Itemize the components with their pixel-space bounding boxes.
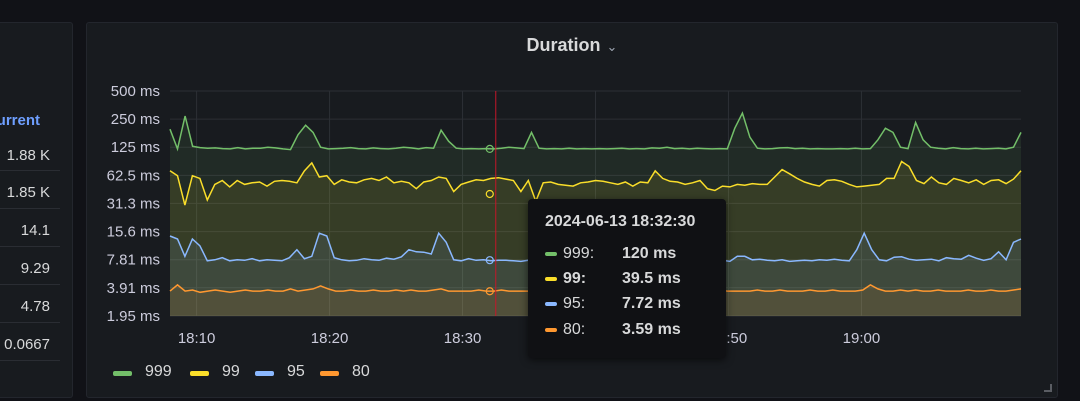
tooltip-series-name: 999:: [563, 245, 595, 262]
y-tick-label: 62.5 ms: [107, 167, 160, 184]
legend-color-swatch: [255, 371, 274, 376]
series-color-swatch: [545, 302, 557, 306]
series-line-999: [169, 111, 1022, 152]
tooltip-series-name: 95:: [563, 295, 586, 312]
series-color-swatch: [545, 328, 557, 332]
y-tick-label: 250 ms: [111, 111, 160, 128]
panel-title[interactable]: Duration ⌄: [87, 35, 1057, 56]
x-tick-label: 18:10: [178, 330, 216, 347]
legend-color-swatch: [190, 371, 209, 376]
x-tick-label: 18:30: [444, 330, 482, 347]
series-color-swatch: [545, 277, 557, 281]
series-line-99: [169, 160, 1022, 206]
tooltip-series-name: 99:: [563, 270, 587, 287]
y-tick-label: 31.3 ms: [107, 195, 160, 212]
tooltip-series-value: 39.5 ms: [622, 270, 681, 287]
tooltip-series-value: 120 ms: [622, 245, 677, 262]
x-tick-label: 19:00: [843, 330, 881, 347]
legend-label[interactable]: 99: [222, 363, 240, 380]
hover-point-marker: [485, 189, 494, 199]
stat-value: 1.88 K: [6, 147, 50, 164]
resize-handle-icon[interactable]: [1044, 384, 1052, 392]
hover-point-marker: [485, 287, 494, 296]
panel-title-text[interactable]: Duration: [526, 35, 601, 55]
stat-value: 1.85 K: [6, 184, 50, 201]
y-tick-label: 3.91 ms: [107, 280, 160, 297]
series-color-swatch: [545, 252, 557, 256]
y-tick-label: 15.6 ms: [107, 224, 160, 241]
row-divider: [0, 322, 60, 323]
row-divider: [0, 360, 60, 361]
hover-point-marker: [485, 144, 494, 153]
hover-point-marker: [485, 256, 494, 265]
tooltip-series-value: 3.59 ms: [622, 321, 681, 338]
tooltip-series-name: 80:: [563, 321, 586, 338]
y-tick-label: 500 ms: [111, 83, 160, 100]
tooltip-time: 2024-06-13 18:32:30: [545, 213, 696, 230]
legend-label[interactable]: 999: [145, 363, 172, 380]
legend-label[interactable]: 95: [287, 363, 305, 380]
row-divider: [0, 170, 60, 171]
y-tick-label: 7.81 ms: [107, 252, 160, 269]
legend-label[interactable]: 80: [352, 363, 370, 380]
stat-value: 0.0667: [4, 336, 50, 353]
stat-value: 9.29: [20, 260, 50, 277]
legend-color-swatch: [113, 371, 132, 376]
y-tick-label: 125 ms: [111, 139, 160, 156]
chart-tooltip: 2024-06-13 18:32:30 999: 120 ms 99: 39.5…: [528, 199, 726, 358]
x-tick-label: 18:20: [311, 330, 349, 347]
chevron-down-icon[interactable]: ⌄: [606, 39, 618, 54]
row-divider: [0, 246, 60, 247]
stat-value: 4.78: [20, 298, 50, 315]
column-header-current[interactable]: Current: [0, 112, 40, 129]
stat-value: 14.1: [20, 222, 50, 239]
stat-panel: Current 1.88 K 1.85 K 14.1 9.29 4.78 0.0…: [0, 22, 73, 398]
legend-color-swatch: [320, 371, 339, 376]
y-tick-label: 1.95 ms: [107, 308, 160, 325]
row-divider: [0, 284, 60, 285]
row-divider: [0, 208, 60, 209]
tooltip-series-value: 7.72 ms: [622, 295, 681, 312]
